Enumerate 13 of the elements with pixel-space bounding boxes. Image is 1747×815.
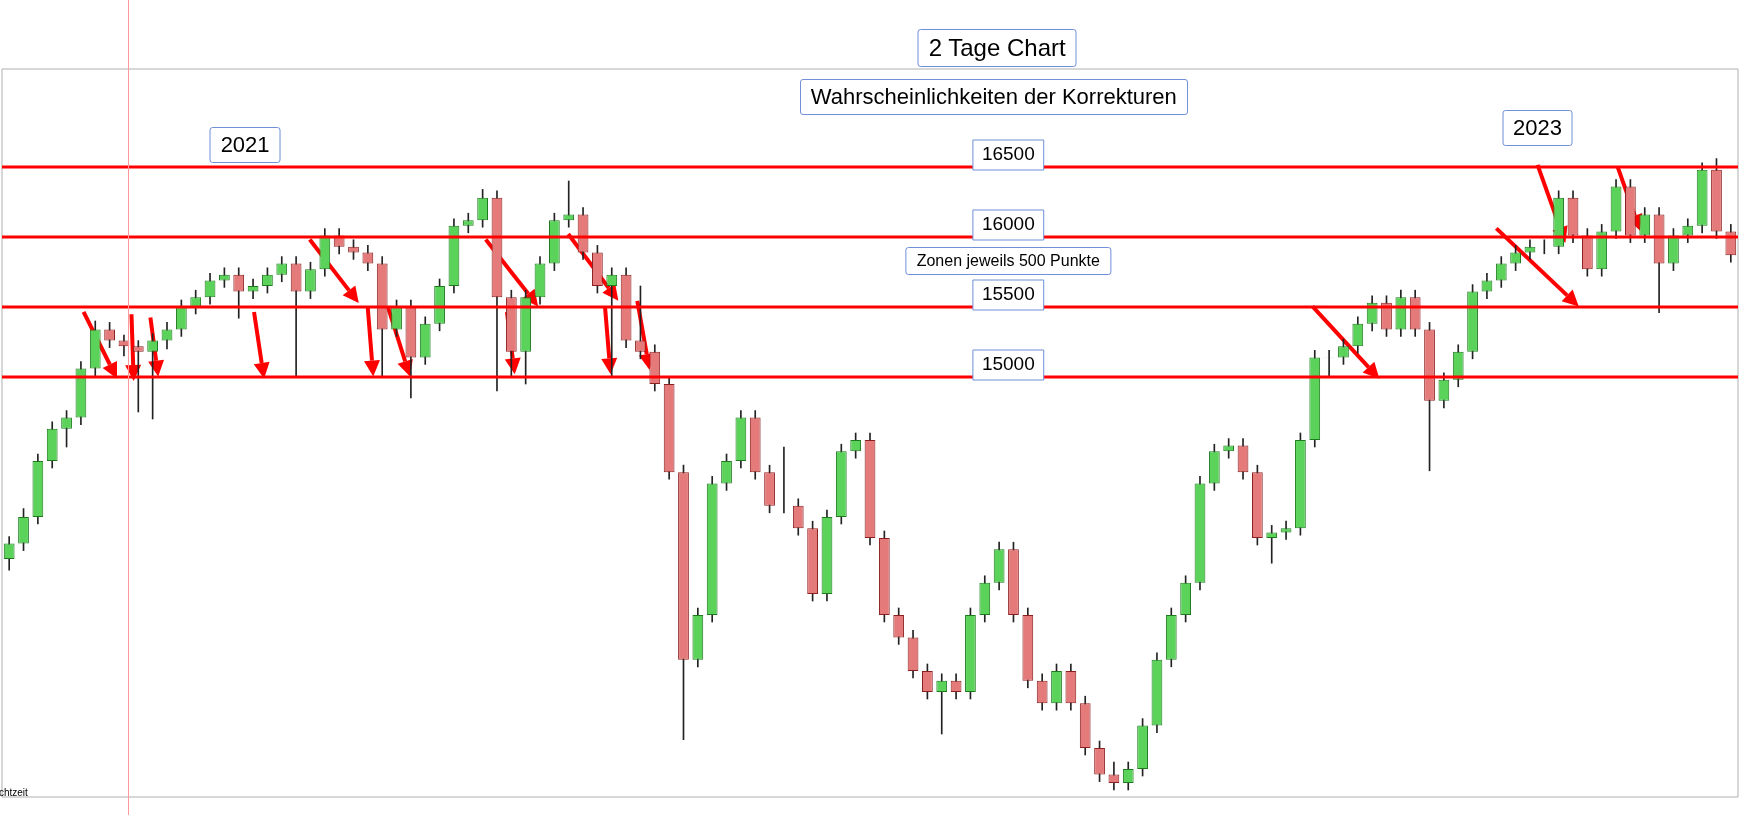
annotation: Zonen jeweils 500 Punkte — [905, 246, 1111, 275]
chart-title: 2 Tage Chart — [917, 28, 1077, 67]
text: Wahrscheinlichkeiten der Korrekturen — [799, 78, 1188, 115]
annotation: chtzeit — [0, 786, 28, 798]
annotation: 2023 — [1502, 110, 1574, 147]
candlestick — [1266, 525, 1278, 564]
annotation: 2021 — [209, 126, 281, 163]
ref-line-label: 15000 — [981, 353, 1035, 375]
ref-line-label: 15500 — [981, 283, 1035, 305]
ref-line-label: 16000 — [981, 213, 1035, 235]
ref-line-label: 16500 — [981, 143, 1035, 165]
candlestick — [936, 673, 948, 735]
candlestick — [132, 340, 144, 413]
